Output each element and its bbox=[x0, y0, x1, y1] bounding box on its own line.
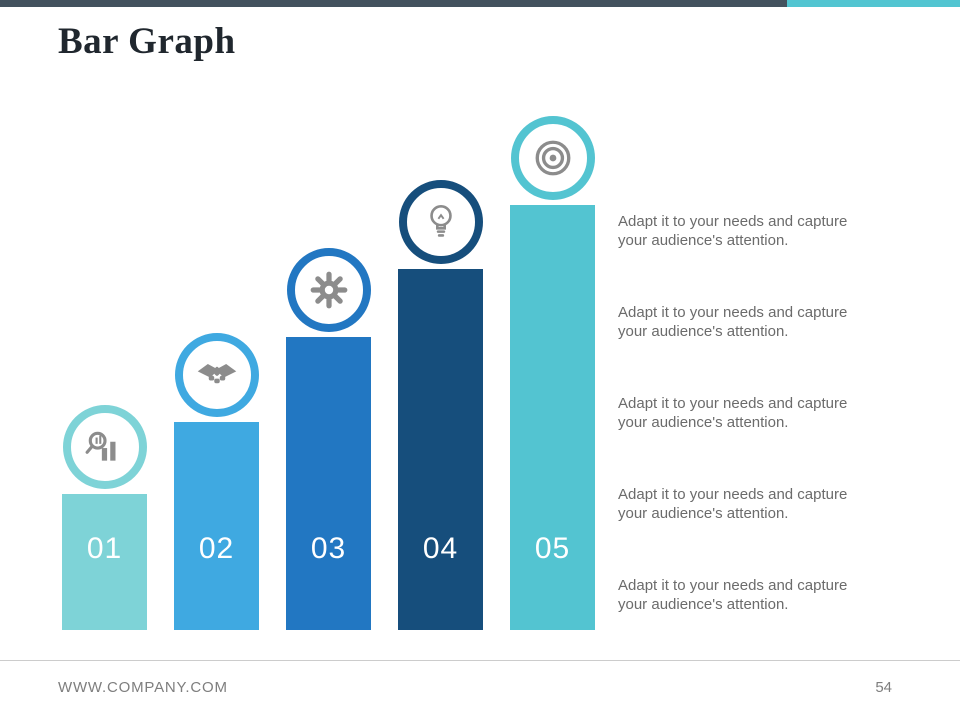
bar-05: 05 bbox=[510, 205, 595, 630]
bar-01: 01 bbox=[62, 494, 147, 630]
target-icon bbox=[535, 140, 570, 176]
gear-icon bbox=[310, 271, 347, 309]
bar-02: 02 bbox=[174, 421, 259, 630]
caption-text-2: Adapt it to your needs and capture your … bbox=[618, 304, 848, 340]
handshake-icon bbox=[197, 363, 236, 383]
analytics-icon bbox=[85, 431, 115, 461]
footer-page-number: 54 bbox=[875, 679, 892, 696]
handshake-icon-badge bbox=[174, 332, 259, 417]
top-strip-dark-segment bbox=[0, 0, 788, 7]
bar-group-04: 04 bbox=[398, 179, 483, 630]
caption-text-5: Adapt it to your needs and capture your … bbox=[618, 577, 848, 613]
bulb-icon bbox=[429, 204, 452, 237]
top-strip-teal-segment bbox=[787, 0, 960, 7]
footer-website: WWW.COMPANY.COM bbox=[58, 679, 228, 696]
bar-group-01: 01 bbox=[62, 405, 147, 630]
bar-group-03: 03 bbox=[286, 247, 371, 630]
bar-label-03: 03 bbox=[310, 532, 347, 565]
top-accent-strip bbox=[0, 0, 960, 7]
caption-text-3: Adapt it to your needs and capture your … bbox=[618, 395, 848, 431]
bar-label-05: 05 bbox=[534, 532, 571, 565]
bar-label-01: 01 bbox=[86, 532, 123, 565]
footer-divider bbox=[0, 660, 960, 661]
bar-group-02: 02 bbox=[174, 332, 259, 630]
caption-text-4: Adapt it to your needs and capture your … bbox=[618, 486, 848, 522]
bar-04: 04 bbox=[398, 268, 483, 630]
target-icon-badge bbox=[510, 116, 595, 200]
analytics-icon-badge bbox=[62, 405, 147, 489]
bar-group-05: 05 bbox=[510, 116, 595, 630]
bar-label-02: 02 bbox=[198, 532, 235, 565]
page-title: Bar Graph bbox=[58, 21, 236, 62]
bar-03: 03 bbox=[286, 336, 371, 630]
bar-label-04: 04 bbox=[422, 532, 459, 565]
caption-text-1: Adapt it to your needs and capture your … bbox=[618, 213, 848, 249]
bulb-icon-badge bbox=[398, 179, 483, 264]
gear-icon-badge bbox=[286, 247, 371, 332]
